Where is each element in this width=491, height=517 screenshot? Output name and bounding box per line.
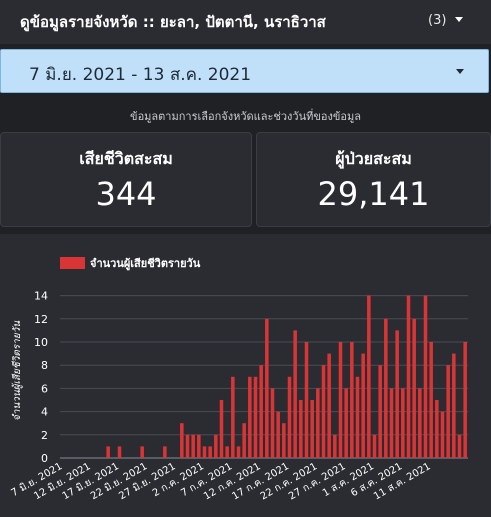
province-filter-bar[interactable]: ดูข้อมูลรายจังหวัด :: ยะลา, ปัตตานี, นรา…: [0, 0, 491, 44]
bar: [185, 434, 190, 458]
cumulative-patients-card: ผู้ป่วยสะสม 29,141: [256, 132, 491, 227]
bar: [197, 434, 201, 458]
page-subtitle: ข้อมูลตามการเลือกจังหวัดและช่วงวันที่ของ…: [130, 110, 361, 123]
bar: [265, 318, 269, 458]
legend-label: จำนวนผู้เสียชีวิตรายวัน: [90, 257, 201, 271]
bar: [361, 353, 365, 458]
y-tick-label: 2: [41, 429, 48, 442]
bar: [321, 365, 326, 458]
y-tick-label: 0: [41, 452, 48, 465]
cumulative-deaths-value: 344: [95, 175, 157, 213]
bar: [378, 365, 382, 458]
bar: [287, 376, 292, 458]
cumulative-patients-title: ผู้ป่วยสะสม: [335, 149, 412, 168]
bar: [401, 388, 405, 458]
y-tick-label: 10: [34, 336, 48, 349]
cumulative-patients-value: 29,141: [317, 175, 430, 213]
y-axis-label: จำนวนผู้เสียชีวิตรายวัน: [11, 320, 23, 421]
bar: [355, 376, 360, 458]
bar: [214, 434, 218, 458]
bar: [406, 295, 411, 458]
bar: [236, 446, 241, 458]
bar: [316, 388, 320, 458]
bar: [117, 446, 122, 458]
bar: [299, 400, 303, 458]
y-tick-label: 6: [41, 382, 48, 395]
bar: [276, 411, 280, 458]
date-range-label: 7 มิ.ย. 2021 - 13 ส.ค. 2021: [29, 65, 252, 85]
bar: [327, 353, 331, 458]
province-filter-title: ดูข้อมูลรายจังหวัด :: ยะลา, ปัตตานี, นรา…: [20, 13, 326, 31]
bar: [446, 365, 450, 458]
selected-count: (3): [428, 13, 447, 28]
bar: [106, 446, 110, 458]
bar: [304, 342, 309, 458]
bar: [440, 411, 445, 458]
bar: [367, 295, 371, 458]
bar: [333, 434, 337, 458]
legend-swatch: [60, 257, 85, 269]
daily-deaths-chart-panel: 0 2 4 6 8 10 12 14 7 มิ.ย. 2021 12 มิ.ย. 2021 17 ม…: [0, 234, 491, 517]
bar: [389, 388, 394, 458]
bar: [423, 295, 428, 458]
bar: [282, 423, 286, 458]
bar: [191, 434, 195, 458]
bar: [202, 446, 207, 458]
bar: [242, 423, 246, 458]
bar: [395, 330, 399, 458]
bar: [225, 446, 229, 458]
y-tick-label: 4: [41, 406, 48, 419]
chevron-down-icon[interactable]: [456, 69, 464, 74]
bar: [384, 318, 388, 458]
bar: [457, 434, 462, 458]
bar: [208, 446, 212, 458]
bar: [219, 400, 224, 458]
bar: [412, 318, 416, 458]
cumulative-deaths-card: เสียชีวิตสะสม 344: [0, 132, 252, 227]
bar: [163, 446, 167, 458]
bar: [452, 353, 456, 458]
cumulative-deaths-title: เสียชีวิตสะสม: [79, 149, 173, 168]
bar: [253, 376, 258, 458]
bar: [350, 342, 354, 458]
bar: [435, 400, 439, 458]
bar: [429, 342, 433, 458]
bar: [344, 388, 348, 458]
date-range-picker[interactable]: 7 มิ.ย. 2021 - 13 ส.ค. 2021: [0, 49, 489, 93]
chevron-down-icon[interactable]: [455, 17, 463, 22]
bar: [418, 388, 422, 458]
bar: [310, 400, 314, 458]
y-tick-label: 14: [34, 290, 48, 303]
bar: [259, 365, 263, 458]
y-tick-label: 8: [41, 359, 48, 372]
bar: [270, 388, 275, 458]
bar: [180, 423, 184, 458]
bar: [293, 330, 297, 458]
y-tick-label: 12: [34, 313, 48, 326]
bar: [231, 376, 235, 458]
bar: [463, 342, 467, 458]
bar: [372, 434, 377, 458]
bar: [140, 446, 144, 458]
bar: [338, 342, 343, 458]
bar: [248, 376, 252, 458]
